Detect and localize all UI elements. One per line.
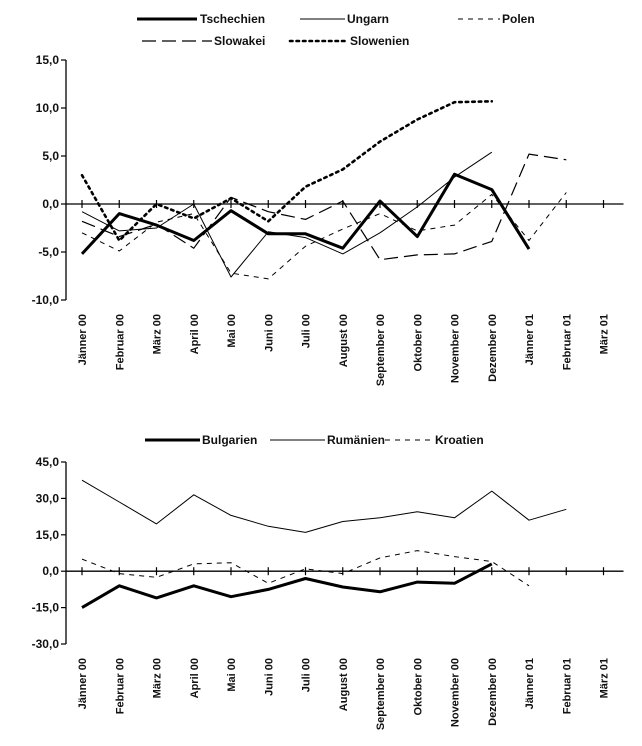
y-tick-label: -10,0 bbox=[32, 293, 60, 307]
x-category-label: Mai 00 bbox=[226, 314, 238, 348]
y-tick-label: 30,0 bbox=[36, 491, 60, 505]
x-category-label: September 00 bbox=[375, 314, 387, 386]
y-tick-label: 45,0 bbox=[36, 455, 60, 469]
x-category-label: April 00 bbox=[189, 658, 201, 698]
x-category-label: Juli 00 bbox=[301, 658, 313, 692]
y-tick-label: 15,0 bbox=[36, 528, 60, 542]
x-category-label: März 00 bbox=[152, 314, 164, 354]
y-tick-label: -5,0 bbox=[38, 245, 59, 259]
x-category-label: Dezember 00 bbox=[487, 658, 499, 726]
x-category-label: Februar 00 bbox=[114, 314, 126, 370]
x-category-label: Juni 00 bbox=[263, 658, 275, 696]
x-category-label: Jänner 01 bbox=[524, 314, 536, 365]
x-category-label: März 01 bbox=[599, 314, 611, 354]
x-category-label: März 00 bbox=[152, 658, 164, 698]
x-category-label: Dezember 00 bbox=[487, 314, 499, 382]
legend-label: Slowenien bbox=[350, 34, 409, 48]
legend-label: Polen bbox=[502, 12, 535, 26]
chart-2: -30,0 -15,0 0,0 15,0 30,0 45,0 Jänner 00 Februa… bbox=[32, 433, 624, 730]
legend-label: Kroatien bbox=[435, 433, 484, 447]
x-category-label: Jänner 00 bbox=[77, 658, 89, 709]
legend-label: Bulgarien bbox=[202, 433, 257, 447]
x-category-label: April 00 bbox=[189, 314, 201, 354]
x-category-label: August 00 bbox=[338, 314, 350, 367]
series-line-polen bbox=[81, 192, 567, 280]
x-category-label: Oktober 00 bbox=[412, 314, 424, 371]
y-tick-label: 0,0 bbox=[42, 564, 59, 578]
legend-label: Tschechien bbox=[200, 12, 265, 26]
x-category-label: Februar 01 bbox=[561, 658, 573, 714]
x-category-label: Juli 00 bbox=[301, 314, 313, 348]
series-line-bulgarien bbox=[81, 562, 493, 609]
x-category-label: März 01 bbox=[599, 658, 611, 698]
series-line-tschechien bbox=[80, 172, 531, 255]
x-category-label: Juni 00 bbox=[263, 314, 275, 352]
x-category-label: November 00 bbox=[450, 314, 462, 383]
y-tick-label: -15,0 bbox=[32, 601, 60, 615]
x-category-label: Februar 00 bbox=[114, 658, 126, 714]
x-category-label: Jänner 01 bbox=[524, 658, 536, 709]
series-line-kroatien bbox=[81, 550, 530, 587]
x-category-label: Jänner 00 bbox=[77, 314, 89, 365]
y-tick-label: 5,0 bbox=[42, 149, 59, 163]
y-tick-label: 0,0 bbox=[42, 197, 59, 211]
series-line-slowenien bbox=[80, 100, 494, 242]
x-category-label: Februar 01 bbox=[561, 314, 573, 370]
x-category-label: Mai 00 bbox=[226, 658, 238, 692]
y-tick-label: 10,0 bbox=[36, 101, 60, 115]
x-category-label: September 00 bbox=[375, 658, 387, 730]
legend-label: Slowakei bbox=[214, 34, 265, 48]
y-tick-label: 15,0 bbox=[36, 53, 60, 67]
legend-label: Ungarn bbox=[347, 12, 389, 26]
chart-1: -10,0 -5,0 0,0 5,0 10,0 15,0 Jänner 00 Februar … bbox=[32, 12, 624, 386]
series-line-rumänien bbox=[81, 479, 567, 533]
x-category-label: November 00 bbox=[450, 658, 462, 727]
series-line-slowakei bbox=[81, 153, 567, 261]
x-category-label: Oktober 00 bbox=[412, 658, 424, 715]
y-tick-label: -30,0 bbox=[32, 637, 60, 651]
series-line-ungarn bbox=[81, 151, 493, 278]
x-category-label: August 00 bbox=[338, 658, 350, 711]
legend-label: Rumänien bbox=[327, 433, 385, 447]
